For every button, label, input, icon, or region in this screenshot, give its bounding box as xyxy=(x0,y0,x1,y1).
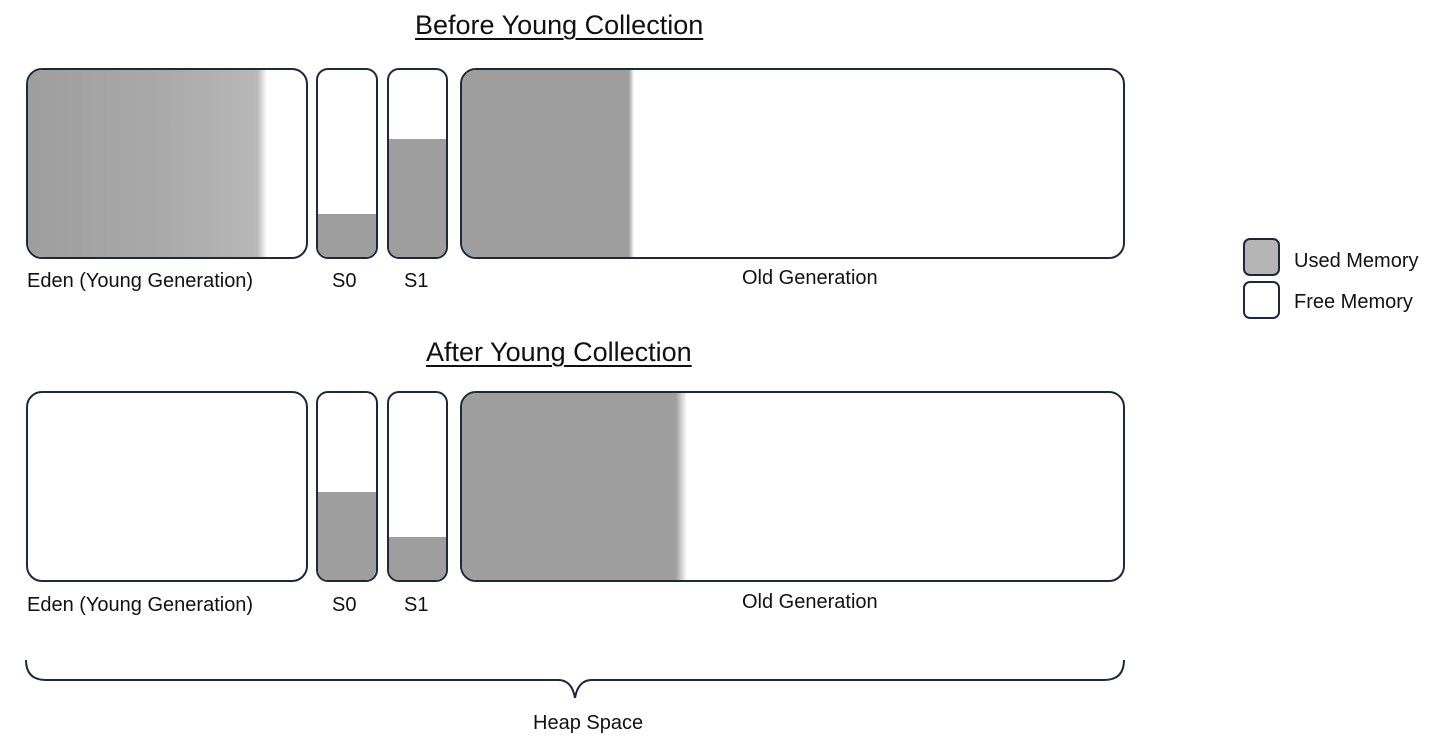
before-eden-label: Eden (Young Generation) xyxy=(27,270,254,292)
before-s0-used-fill xyxy=(318,214,376,257)
after-s0-used-fill xyxy=(318,492,376,580)
before-old-used-fill xyxy=(462,70,634,257)
after-s1-used-fill xyxy=(389,537,446,580)
after-eden-region xyxy=(26,391,308,582)
used-memory-swatch xyxy=(1243,238,1280,276)
after-collection-title: After Young Collection xyxy=(426,337,692,367)
heap-space-label: Heap Space xyxy=(533,712,644,734)
free-memory-legend-label: Free Memory xyxy=(1294,291,1413,313)
before-s1-label: S1 xyxy=(404,270,429,292)
after-eden-label: Eden (Young Generation) xyxy=(27,594,254,616)
after-s0-region xyxy=(316,391,378,582)
before-s1-used-fill xyxy=(389,139,446,257)
used-memory-legend-label: Used Memory xyxy=(1294,250,1419,272)
after-s1-region xyxy=(387,391,448,582)
after-old-generation-region xyxy=(460,391,1125,582)
before-eden-used-fill xyxy=(28,70,268,257)
before-collection-title: Before Young Collection xyxy=(415,10,704,40)
before-old-generation-label: Old Generation xyxy=(742,267,878,289)
free-memory-swatch xyxy=(1243,281,1280,319)
before-s0-region xyxy=(316,68,378,259)
after-old-generation-label: Old Generation xyxy=(742,591,878,613)
heap-space-brace xyxy=(25,659,1125,699)
after-s0-label: S0 xyxy=(332,594,357,616)
after-old-used-fill xyxy=(462,393,687,580)
before-old-generation-region xyxy=(460,68,1125,259)
before-s1-region xyxy=(387,68,448,259)
before-s0-label: S0 xyxy=(332,270,357,292)
before-eden-region xyxy=(26,68,308,259)
after-s1-label: S1 xyxy=(404,594,429,616)
